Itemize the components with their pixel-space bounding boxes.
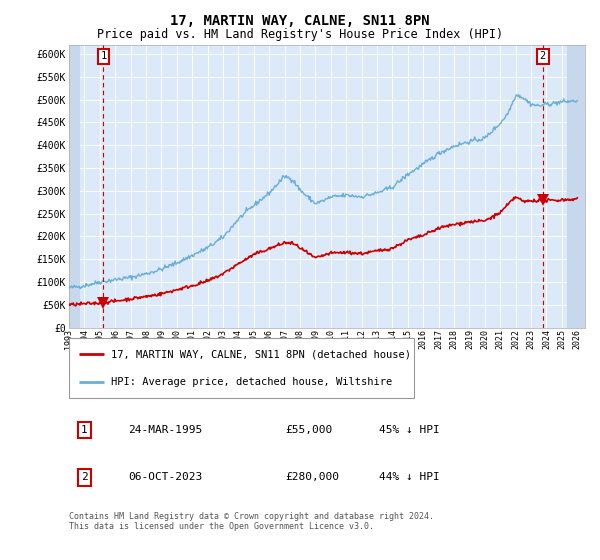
Bar [566, 45, 585, 328]
Text: 2: 2 [539, 51, 546, 61]
Text: 17, MARTIN WAY, CALNE, SN11 8PN (detached house): 17, MARTIN WAY, CALNE, SN11 8PN (detache… [111, 349, 411, 359]
Text: 2: 2 [81, 473, 88, 482]
Bar [69, 45, 80, 328]
Text: HPI: Average price, detached house, Wiltshire: HPI: Average price, detached house, Wilt… [111, 377, 392, 388]
Text: 06-OCT-2023: 06-OCT-2023 [128, 473, 203, 482]
Text: £280,000: £280,000 [286, 473, 340, 482]
Text: 17, MARTIN WAY, CALNE, SN11 8PN: 17, MARTIN WAY, CALNE, SN11 8PN [170, 14, 430, 28]
Text: 44% ↓ HPI: 44% ↓ HPI [379, 473, 439, 482]
FancyBboxPatch shape [69, 338, 413, 399]
Text: £55,000: £55,000 [286, 426, 333, 435]
Text: 45% ↓ HPI: 45% ↓ HPI [379, 426, 439, 435]
Text: 1: 1 [81, 426, 88, 435]
Text: 1: 1 [100, 51, 106, 61]
Text: Contains HM Land Registry data © Crown copyright and database right 2024.
This d: Contains HM Land Registry data © Crown c… [69, 512, 434, 531]
Text: Price paid vs. HM Land Registry's House Price Index (HPI): Price paid vs. HM Land Registry's House … [97, 28, 503, 41]
Text: 24-MAR-1995: 24-MAR-1995 [128, 426, 203, 435]
